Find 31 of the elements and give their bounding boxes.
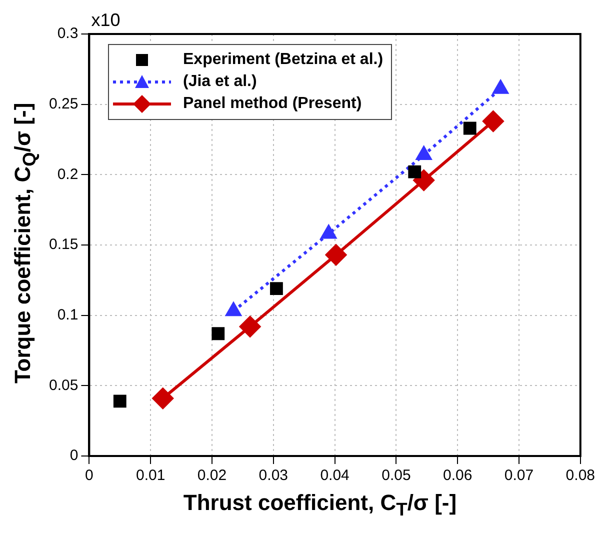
x-tick-label: 0.07: [504, 467, 534, 484]
point: [482, 110, 504, 132]
point: [152, 388, 174, 409]
point: [413, 170, 434, 191]
y-tick-label: 0.1: [57, 306, 78, 324]
legend-label: Panel method (Present): [183, 95, 362, 113]
point: [240, 316, 261, 338]
point: [212, 327, 225, 340]
x-axis-title: Thrust coefficient, C$_{T}$/σ [-]: [182, 490, 458, 520]
x-tick-label: 0.05: [382, 467, 411, 484]
point: [270, 282, 283, 296]
x-tick-label: 0: [85, 467, 94, 484]
point: [463, 122, 476, 135]
legend-label: Experiment (Betzina et al.): [183, 51, 384, 69]
x-tick-label: 0.04: [320, 467, 350, 484]
y-tick-label: 0.25: [48, 95, 78, 112]
x-tick-label: 0.08: [566, 467, 596, 484]
text: x10: [91, 10, 120, 30]
y-tick-label: 0.3: [57, 25, 78, 42]
x-tick-label: 0.01: [136, 467, 166, 484]
x-tick-label: 0.06: [443, 467, 472, 484]
point: [113, 394, 126, 408]
y-tick-label: 0: [70, 447, 78, 464]
y-tick-label: 0.15: [48, 236, 78, 254]
y-tick-label: 0.2: [57, 166, 78, 183]
y-tick-label: 0.05: [48, 376, 78, 394]
point: [408, 165, 422, 178]
x-tick-label: 0.02: [197, 467, 227, 484]
x-tick-label: 0.03: [258, 467, 288, 484]
legend-label: (Jia et al.): [183, 73, 257, 91]
point: [326, 244, 347, 266]
